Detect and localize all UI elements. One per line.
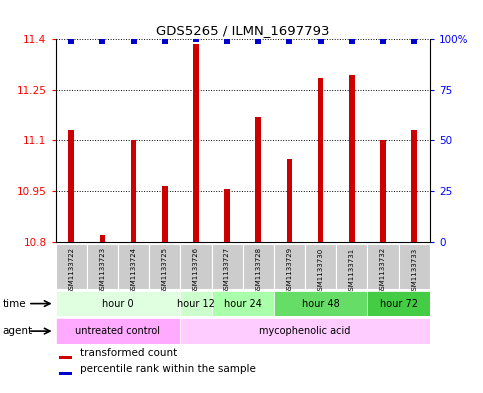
Text: hour 72: hour 72 — [380, 299, 418, 309]
Text: percentile rank within the sample: percentile rank within the sample — [80, 364, 256, 373]
Text: GSM1133727: GSM1133727 — [224, 247, 230, 294]
Bar — [193, 44, 199, 242]
Bar — [412, 130, 417, 242]
Bar — [68, 130, 74, 242]
Point — [255, 38, 262, 44]
Text: GSM1133722: GSM1133722 — [68, 247, 74, 294]
Bar — [162, 186, 168, 242]
Text: hour 24: hour 24 — [224, 299, 262, 309]
Point — [379, 38, 387, 44]
Text: mycophenolic acid: mycophenolic acid — [259, 326, 351, 336]
Text: GSM1133729: GSM1133729 — [286, 247, 293, 294]
Title: GDS5265 / ILMN_1697793: GDS5265 / ILMN_1697793 — [156, 24, 329, 37]
Bar — [180, 244, 212, 289]
Bar — [380, 141, 386, 242]
Text: GSM1133730: GSM1133730 — [318, 247, 324, 294]
Bar — [131, 141, 136, 242]
Bar — [368, 291, 430, 316]
Text: hour 0: hour 0 — [102, 299, 134, 309]
Bar — [59, 372, 72, 375]
Bar — [287, 159, 292, 242]
Text: GSM1133728: GSM1133728 — [256, 247, 261, 294]
Bar — [398, 244, 430, 289]
Point — [348, 38, 356, 44]
Bar — [336, 244, 368, 289]
Point — [223, 38, 231, 44]
Bar — [224, 189, 230, 242]
Bar — [149, 244, 180, 289]
Text: GSM1133733: GSM1133733 — [411, 247, 417, 294]
Bar — [56, 244, 87, 289]
Text: GSM1133724: GSM1133724 — [130, 247, 137, 294]
Bar — [118, 244, 149, 289]
Text: GSM1133731: GSM1133731 — [349, 247, 355, 294]
Bar — [99, 235, 105, 242]
Text: time: time — [2, 299, 26, 309]
Bar — [256, 117, 261, 242]
Bar — [59, 356, 72, 359]
Point — [161, 38, 169, 44]
Bar — [180, 291, 212, 316]
Point — [192, 36, 200, 42]
Text: transformed count: transformed count — [80, 348, 177, 358]
Bar — [56, 318, 180, 344]
Text: GSM1133725: GSM1133725 — [162, 247, 168, 294]
Point — [411, 38, 418, 44]
Point — [99, 38, 106, 44]
Text: untreated control: untreated control — [75, 326, 160, 336]
Text: agent: agent — [2, 326, 32, 336]
Bar — [212, 291, 274, 316]
Bar — [274, 244, 305, 289]
Bar — [242, 244, 274, 289]
Bar — [87, 244, 118, 289]
Bar — [56, 291, 180, 316]
Text: GSM1133732: GSM1133732 — [380, 247, 386, 294]
Text: hour 48: hour 48 — [302, 299, 340, 309]
Bar — [318, 78, 324, 242]
Bar — [180, 318, 430, 344]
Bar — [368, 244, 398, 289]
Point — [285, 38, 293, 44]
Bar — [305, 244, 336, 289]
Bar — [212, 244, 242, 289]
Point — [129, 38, 137, 44]
Text: GSM1133723: GSM1133723 — [99, 247, 105, 294]
Bar — [274, 291, 368, 316]
Bar — [349, 75, 355, 242]
Point — [67, 38, 75, 44]
Text: hour 12: hour 12 — [177, 299, 215, 309]
Text: GSM1133726: GSM1133726 — [193, 247, 199, 294]
Point — [317, 38, 325, 44]
